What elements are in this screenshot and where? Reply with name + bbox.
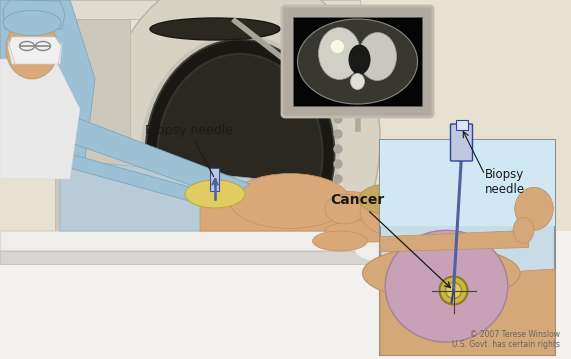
Polygon shape [380, 269, 555, 355]
FancyBboxPatch shape [282, 6, 433, 117]
FancyBboxPatch shape [211, 168, 219, 191]
Ellipse shape [348, 45, 371, 75]
Ellipse shape [359, 33, 396, 80]
Polygon shape [8, 37, 62, 64]
Ellipse shape [359, 184, 417, 214]
Polygon shape [55, 154, 215, 204]
Text: © 2007 Terese Winslow
U.S. Govt. has certain rights: © 2007 Terese Winslow U.S. Govt. has cer… [452, 330, 560, 349]
Ellipse shape [385, 230, 508, 342]
Ellipse shape [363, 246, 520, 300]
Ellipse shape [514, 187, 553, 230]
Polygon shape [55, 19, 130, 339]
Bar [293, 17, 422, 106]
Text: Biopsy
needle: Biopsy needle [485, 168, 525, 196]
Ellipse shape [230, 173, 350, 228]
FancyBboxPatch shape [451, 124, 472, 161]
Ellipse shape [150, 18, 280, 40]
Ellipse shape [319, 28, 360, 79]
Ellipse shape [325, 194, 365, 224]
Ellipse shape [6, 19, 58, 79]
Polygon shape [0, 231, 571, 359]
Ellipse shape [351, 74, 364, 89]
Ellipse shape [360, 187, 420, 235]
FancyBboxPatch shape [194, 216, 226, 240]
Ellipse shape [185, 180, 245, 208]
Polygon shape [0, 251, 390, 264]
Text: Cancer: Cancer [330, 193, 451, 288]
Polygon shape [0, 231, 390, 251]
Ellipse shape [355, 236, 475, 266]
Circle shape [334, 160, 342, 168]
Ellipse shape [297, 19, 417, 104]
Bar [380, 140, 555, 355]
Ellipse shape [312, 231, 368, 251]
Ellipse shape [513, 218, 534, 243]
Polygon shape [380, 230, 529, 252]
Ellipse shape [158, 54, 323, 254]
Polygon shape [200, 179, 380, 231]
Circle shape [331, 39, 344, 53]
Ellipse shape [325, 220, 415, 242]
Text: Biopsy needle: Biopsy needle [145, 124, 233, 177]
Polygon shape [60, 159, 330, 231]
Ellipse shape [3, 10, 61, 36]
Circle shape [440, 276, 468, 304]
Circle shape [334, 130, 342, 138]
Ellipse shape [145, 39, 335, 269]
Circle shape [334, 145, 342, 153]
Polygon shape [0, 0, 95, 159]
Polygon shape [60, 119, 250, 199]
Ellipse shape [100, 0, 380, 309]
Polygon shape [0, 59, 80, 179]
Bar [456, 120, 468, 130]
Polygon shape [3, 0, 65, 29]
Circle shape [445, 283, 461, 298]
Circle shape [334, 175, 342, 183]
Polygon shape [55, 0, 360, 19]
Circle shape [334, 115, 342, 123]
Bar [380, 140, 555, 226]
